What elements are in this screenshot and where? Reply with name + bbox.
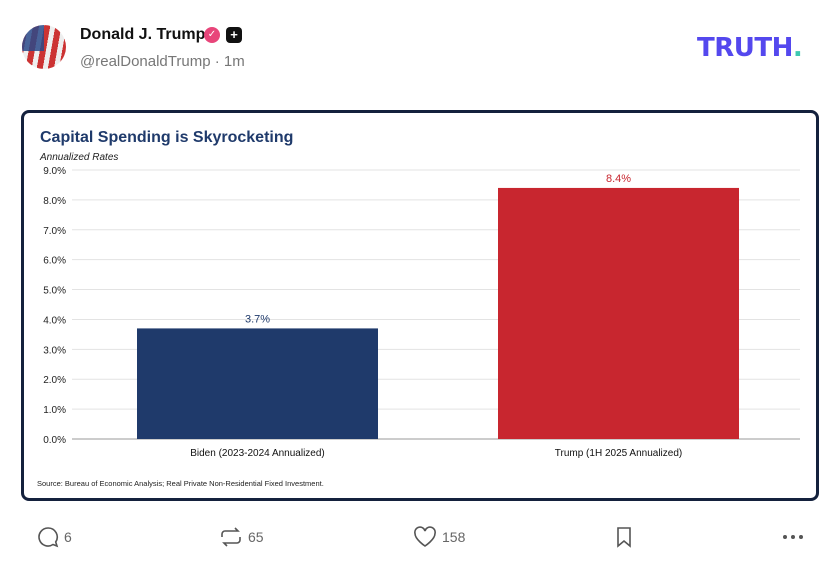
post-time: · 1m [214,53,245,70]
reply-icon[interactable] [37,526,59,548]
handle-text: @realDonaldTrump [80,53,211,70]
bar [498,187,739,439]
y-tick-label: 6.0% [43,256,66,267]
data-label: 8.4% [606,173,631,185]
y-tick-label: 1.0% [43,405,66,416]
x-category-label: Trump (1H 2025 Annualized) [555,448,682,459]
data-label: 3.7% [245,313,270,325]
y-tick-label: 8.0% [43,196,66,207]
y-tick-label: 3.0% [43,345,66,356]
verified-badge-icon: ✓ [204,27,220,43]
bar [137,328,378,439]
repost-icon[interactable] [219,526,243,548]
like-count: 158 [442,529,466,545]
reply-count: 6 [64,529,72,545]
chart-source: Source: Bureau of Economic Analysis; Rea… [37,479,324,488]
chart-title: Capital Spending is Skyrocketing [40,129,293,146]
repost-count: 65 [248,529,264,545]
y-tick-label: 4.0% [43,315,66,326]
bookmark-icon[interactable] [615,526,633,548]
logo-dot: . [792,33,803,63]
author-handle[interactable]: @realDonaldTrump · 1m [80,53,245,70]
y-tick-label: 5.0% [43,286,66,297]
plus-badge-icon: + [226,27,242,43]
y-tick-label: 9.0% [43,166,66,177]
y-tick-label: 7.0% [43,226,66,237]
author-name[interactable]: Donald J. Trump [80,26,206,43]
chart-subtitle: Annualized Rates [39,152,118,163]
y-tick-label: 0.0% [43,435,66,446]
avatar[interactable] [22,25,66,69]
more-options-icon[interactable] [782,530,804,544]
like-icon[interactable] [413,526,437,548]
logo-text: TRUTH [697,33,793,63]
x-category-label: Biden (2023-2024 Annualized) [190,448,325,459]
y-tick-label: 2.0% [43,375,66,386]
truth-logo: TRUTH. [697,33,803,63]
